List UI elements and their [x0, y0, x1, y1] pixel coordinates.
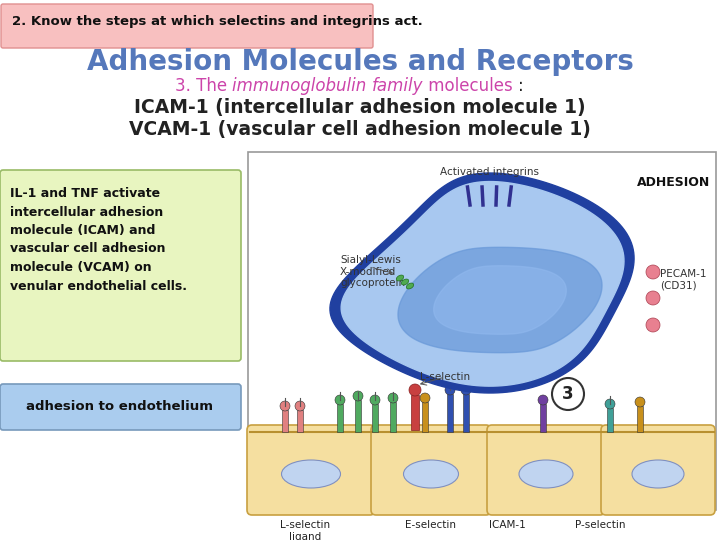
Ellipse shape	[632, 460, 684, 488]
Bar	[422, 402, 428, 432]
FancyBboxPatch shape	[601, 425, 715, 515]
Text: 3. The: 3. The	[175, 77, 233, 95]
FancyBboxPatch shape	[1, 4, 373, 48]
Circle shape	[646, 265, 660, 279]
Text: E-selectin: E-selectin	[405, 520, 456, 530]
Circle shape	[646, 291, 660, 305]
Bar	[637, 406, 643, 432]
Text: L-selectin: L-selectin	[420, 372, 470, 382]
Bar	[463, 394, 469, 432]
Circle shape	[409, 384, 421, 396]
Ellipse shape	[519, 460, 573, 488]
Polygon shape	[433, 266, 567, 334]
Bar	[282, 410, 288, 432]
FancyBboxPatch shape	[371, 425, 491, 515]
Text: 2. Know the steps at which selectins and integrins act.: 2. Know the steps at which selectins and…	[12, 16, 423, 29]
Circle shape	[461, 385, 471, 395]
Circle shape	[295, 401, 305, 411]
Polygon shape	[398, 247, 602, 353]
Bar	[607, 408, 613, 432]
Bar	[337, 404, 343, 432]
Circle shape	[552, 378, 584, 410]
Circle shape	[370, 395, 380, 405]
Text: immunoglobulin: immunoglobulin	[233, 77, 372, 95]
Ellipse shape	[396, 275, 404, 281]
Ellipse shape	[403, 460, 459, 488]
Text: L-selectin
ligand: L-selectin ligand	[280, 520, 330, 540]
Bar	[411, 395, 419, 430]
Text: IL-1 and TNF activate
intercellular adhesion
molecule (ICAM) and
vascular cell a: IL-1 and TNF activate intercellular adhe…	[10, 187, 187, 293]
Circle shape	[445, 385, 455, 395]
Circle shape	[646, 318, 660, 332]
Text: adhesion to endothelium: adhesion to endothelium	[27, 401, 214, 414]
Circle shape	[353, 391, 363, 401]
Circle shape	[388, 393, 398, 403]
Circle shape	[420, 393, 430, 403]
FancyBboxPatch shape	[0, 384, 241, 430]
Bar	[372, 404, 378, 432]
Text: PECAM-1
(CD31): PECAM-1 (CD31)	[660, 269, 706, 291]
Bar	[297, 410, 303, 432]
Text: 3: 3	[562, 385, 574, 403]
Circle shape	[538, 395, 548, 405]
Circle shape	[635, 397, 645, 407]
Circle shape	[280, 401, 290, 411]
Bar	[355, 400, 361, 432]
Ellipse shape	[401, 279, 409, 285]
Polygon shape	[330, 173, 634, 393]
Text: Activated integrins: Activated integrins	[441, 167, 539, 177]
Ellipse shape	[282, 460, 341, 488]
Text: molecules: molecules	[423, 77, 518, 95]
Bar	[390, 402, 396, 432]
Bar	[447, 394, 453, 432]
Text: VCAM-1 (vascular cell adhesion molecule 1): VCAM-1 (vascular cell adhesion molecule …	[129, 120, 591, 139]
Text: Adhesion Molecules and Receptors: Adhesion Molecules and Receptors	[86, 48, 634, 76]
Ellipse shape	[406, 283, 414, 289]
Text: Sialyl-Lewis
X-modified
glycoprotein: Sialyl-Lewis X-modified glycoprotein	[340, 255, 405, 288]
Text: family: family	[372, 77, 423, 95]
Text: ADHESION: ADHESION	[636, 176, 710, 188]
Text: ICAM-1: ICAM-1	[489, 520, 526, 530]
Circle shape	[605, 399, 615, 409]
FancyBboxPatch shape	[247, 425, 375, 515]
Bar	[248, 152, 716, 510]
FancyBboxPatch shape	[487, 425, 605, 515]
Text: ICAM-1 (intercellular adhesion molecule 1): ICAM-1 (intercellular adhesion molecule …	[134, 98, 586, 118]
Polygon shape	[341, 181, 624, 386]
Circle shape	[335, 395, 345, 405]
Text: P-selectin: P-selectin	[575, 520, 625, 530]
Text: :: :	[518, 77, 524, 95]
FancyBboxPatch shape	[0, 170, 241, 361]
Bar	[540, 404, 546, 432]
